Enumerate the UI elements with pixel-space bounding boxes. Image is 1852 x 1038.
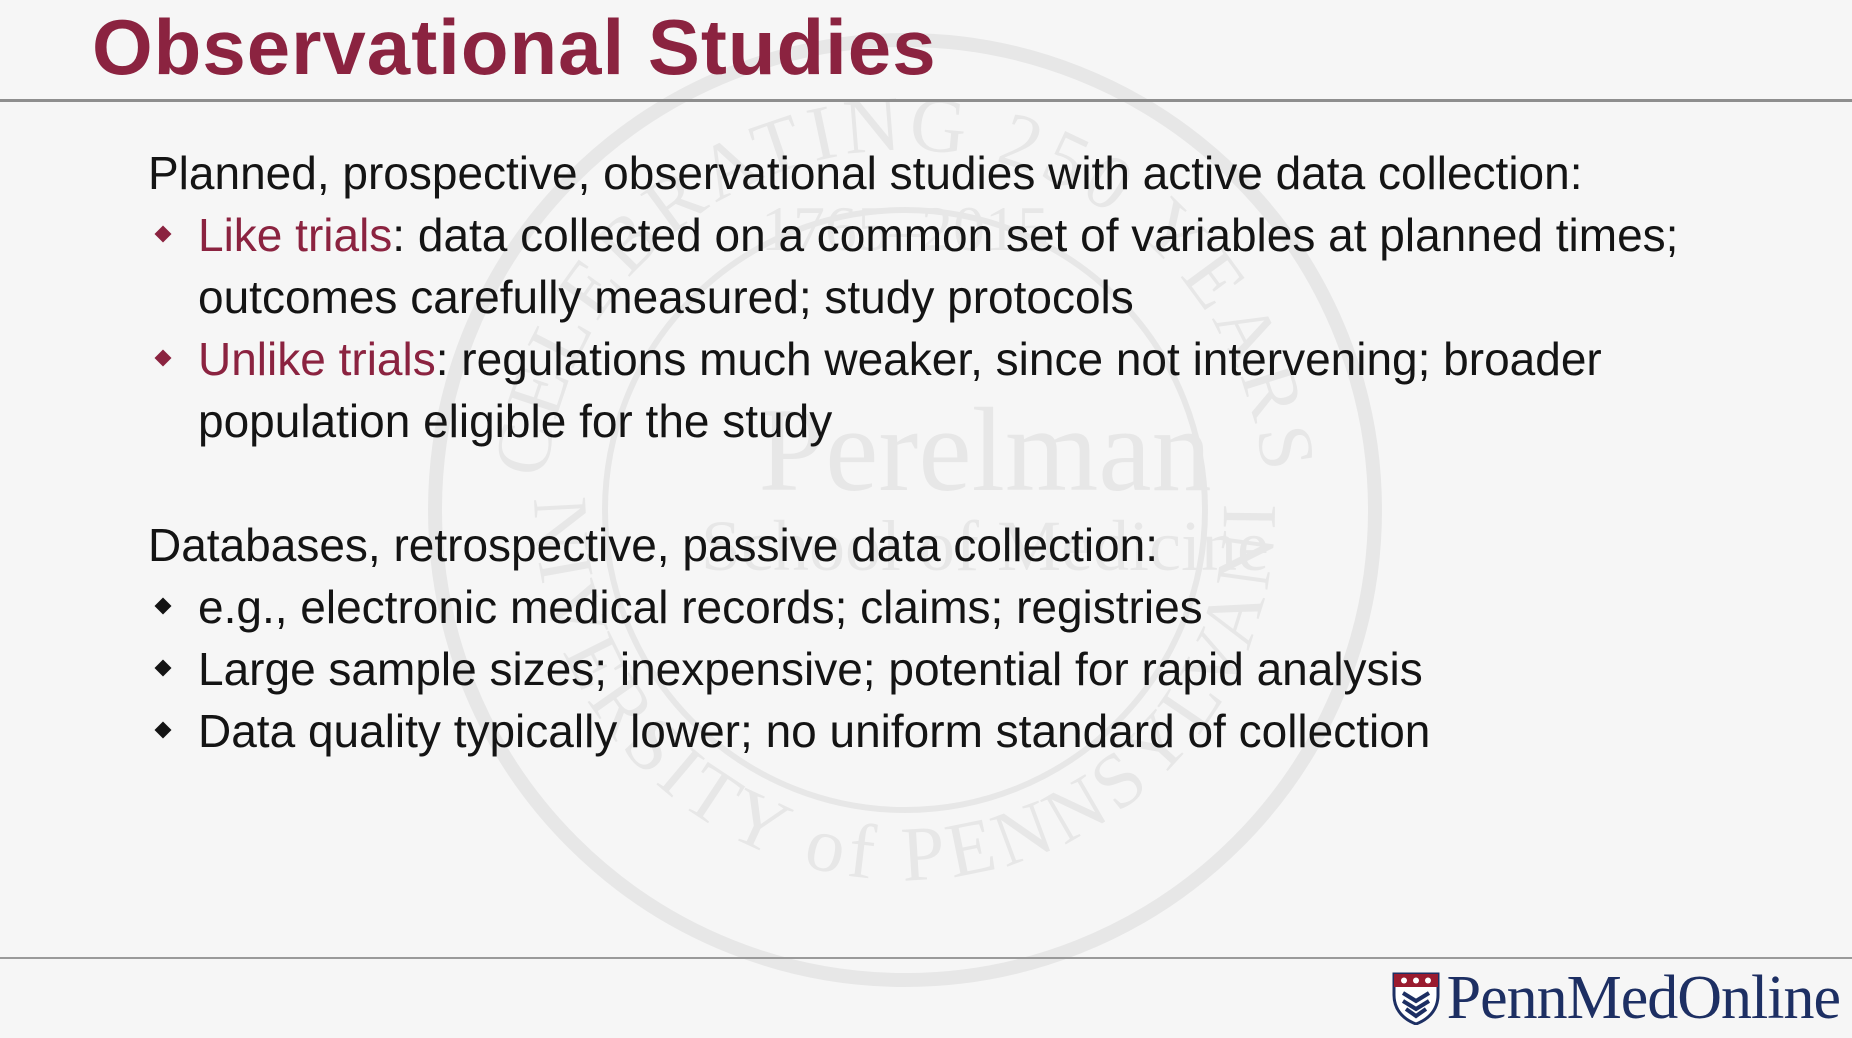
penn-shield-icon: [1392, 972, 1440, 1025]
bullet-text: : data collected on a common set of vari…: [198, 209, 1679, 323]
list-item: e.g., electronic medical records; claims…: [148, 576, 1768, 638]
section-1-list: Like trials: data collected on a common …: [148, 204, 1768, 452]
slide-body: Planned, prospective, observational stud…: [148, 142, 1768, 762]
logo-wordmark: PennMedOnline: [1446, 964, 1841, 1032]
bullet-text: e.g., electronic medical records; claims…: [198, 581, 1203, 633]
diamond-bullet-icon: [154, 597, 172, 615]
bullet-text: Large sample sizes; inexpensive; potenti…: [198, 643, 1423, 695]
pennmedonline-logo: PennMedOnline: [1391, 964, 1841, 1032]
footer-divider: [0, 957, 1852, 959]
bullet-text: : regulations much weaker, since not int…: [198, 333, 1602, 447]
bullet-lead: Unlike trials: [198, 333, 436, 385]
bullet-text: Data quality typically lower; no uniform…: [198, 705, 1431, 757]
diamond-bullet-icon: [154, 349, 172, 367]
bullet-lead: Like trials: [198, 209, 393, 261]
logo-text-online: Online: [1677, 964, 1841, 1032]
slide-title: Observational Studies: [92, 3, 937, 91]
list-item: Data quality typically lower; no uniform…: [148, 700, 1768, 762]
section-1-heading: Planned, prospective, observational stud…: [148, 147, 1583, 199]
section-2-list: e.g., electronic medical records; claims…: [148, 576, 1768, 762]
title-divider: [0, 99, 1852, 102]
list-item: Large sample sizes; inexpensive; potenti…: [148, 638, 1768, 700]
list-item: Unlike trials: regulations much weaker, …: [148, 328, 1768, 452]
diamond-bullet-icon: [154, 225, 172, 243]
logo-text-pennmed: PennMed: [1446, 964, 1679, 1032]
diamond-bullet-icon: [154, 721, 172, 739]
list-item: Like trials: data collected on a common …: [148, 204, 1768, 328]
section-2-heading: Databases, retrospective, passive data c…: [148, 519, 1158, 571]
diamond-bullet-icon: [154, 659, 172, 677]
